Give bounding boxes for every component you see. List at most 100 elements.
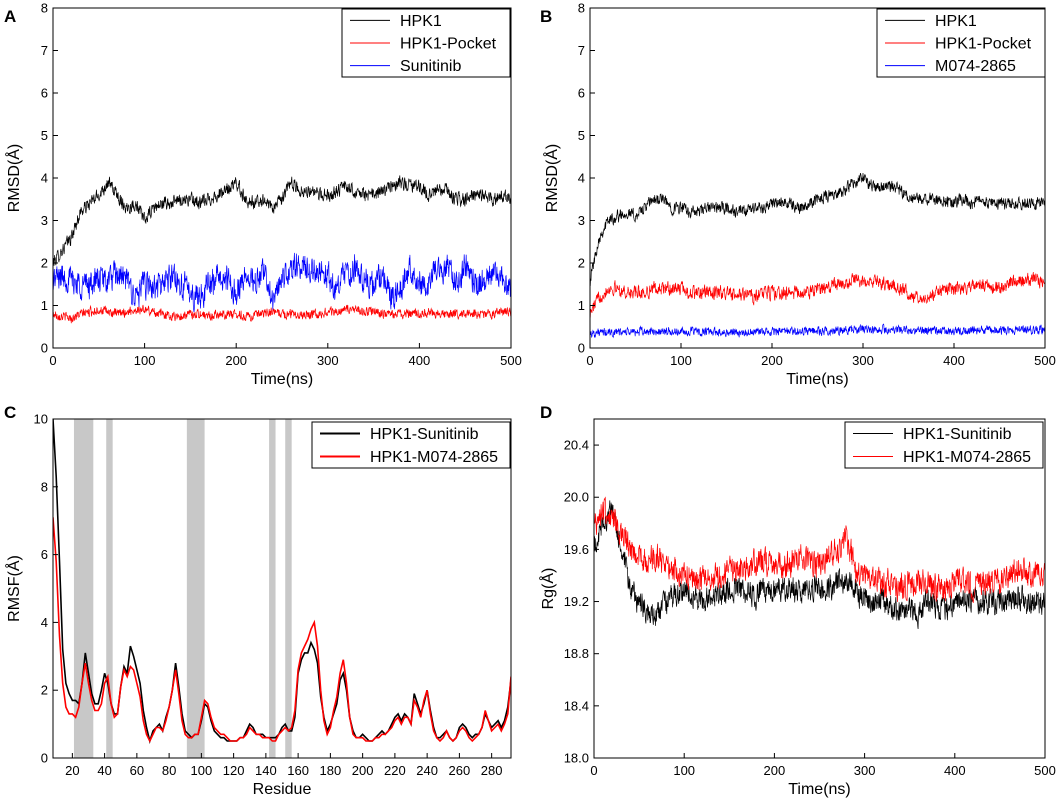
x-axis-title: Time(ns) <box>786 371 849 388</box>
series-line-hpk1-pocket <box>53 304 511 324</box>
series-line-hpk1-sunitinib <box>53 419 511 744</box>
series-line-m074-2865 <box>590 323 1045 339</box>
x-tick-label: 60 <box>130 763 144 778</box>
x-tick-label: 160 <box>287 763 309 778</box>
plot-frame <box>52 418 512 759</box>
y-tick-label: 4 <box>578 171 585 186</box>
x-tick-label: 140 <box>255 763 277 778</box>
plot-frame <box>593 418 1046 759</box>
y-tick-label: 3 <box>578 213 585 228</box>
highlight-band-3 <box>186 419 205 758</box>
y-tick-label: 4 <box>41 171 48 186</box>
x-tick-label: 300 <box>852 353 874 368</box>
y-tick-label: 6 <box>41 86 48 101</box>
x-axis-title: Time(ns) <box>251 371 314 388</box>
series-line-hpk1 <box>590 172 1045 287</box>
y-tick-label: 8 <box>41 1 48 16</box>
series-line-hpk1-pocket <box>590 271 1045 320</box>
x-tick-label: 200 <box>225 353 247 368</box>
y-tick-label: 8 <box>578 1 585 16</box>
legend-box <box>844 421 1044 469</box>
x-tick-label: 500 <box>500 353 522 368</box>
x-axis-title: Time(ns) <box>788 781 851 798</box>
y-tick-label: 7 <box>41 43 48 58</box>
y-tick-label: 2 <box>41 256 48 271</box>
y-tick-label: 19.2 <box>564 594 589 609</box>
x-tick-label: 200 <box>352 763 374 778</box>
x-tick-label: 300 <box>854 763 876 778</box>
x-tick-label: 240 <box>416 763 438 778</box>
series-line-hpk1-sunitinib <box>594 500 1045 630</box>
y-tick-label: 18.8 <box>564 646 589 661</box>
legend: HPK1-Sunitinib HPK1-M074-2865 <box>844 421 1044 469</box>
panel-letter-a: A <box>4 7 16 26</box>
x-axis-title: Residue <box>253 781 312 798</box>
y-tick-label: 2 <box>41 683 48 698</box>
y-tick-label: 18.0 <box>564 751 589 766</box>
legend: HPK1 HPK1-Pocket Sunitinib <box>341 8 511 78</box>
y-tick-label: 1 <box>41 298 48 313</box>
legend-label: HPK1-Sunitinib <box>370 426 479 443</box>
legend-label: HPK1-M074-2865 <box>370 449 498 466</box>
x-tick-label: 180 <box>320 763 342 778</box>
x-tick-label: 400 <box>943 353 965 368</box>
x-tick-label: 260 <box>449 763 471 778</box>
legend-label: Sunitinib <box>400 58 461 75</box>
highlight-band-2 <box>106 419 113 758</box>
panel-letter-c: C <box>4 403 16 422</box>
panel-letter-b: B <box>540 7 552 26</box>
y-axis-title: RMSD(Å) <box>542 144 561 212</box>
y-tick-label: 19.6 <box>564 542 589 557</box>
y-tick-label: 0 <box>578 341 585 356</box>
x-tick-label: 300 <box>317 353 339 368</box>
x-tick-label: 500 <box>1034 763 1056 778</box>
series-line-sunitinib <box>53 252 511 313</box>
x-tick-label: 200 <box>764 763 786 778</box>
highlight-band-4 <box>269 419 276 758</box>
y-tick-label: 6 <box>41 547 48 562</box>
y-tick-label: 20.4 <box>564 438 589 453</box>
y-tick-label: 18.4 <box>564 698 589 713</box>
y-tick-label: 0 <box>41 341 48 356</box>
y-tick-label: 6 <box>578 86 585 101</box>
x-tick-label: 220 <box>384 763 406 778</box>
y-tick-label: 3 <box>41 213 48 228</box>
x-tick-label: 100 <box>191 763 213 778</box>
legend-label: HPK1-M074-2865 <box>903 449 1031 466</box>
legend-label: HPK1-Pocket <box>935 36 1032 53</box>
y-tick-label: 4 <box>41 615 48 630</box>
y-tick-label: 1 <box>578 298 585 313</box>
x-tick-label: 40 <box>97 763 111 778</box>
legend: HPK1 HPK1-Pocket M074-2865 <box>876 8 1046 78</box>
panel-c: C 20 40 60 80 100 120 140 160 180 200 220 240 260 280 0… <box>4 403 512 798</box>
x-tick-label: 0 <box>586 353 593 368</box>
series-line-hpk1-m074-2865 <box>53 517 511 743</box>
x-tick-label: 100 <box>134 353 156 368</box>
x-tick-label: 120 <box>223 763 245 778</box>
y-tick-label: 20.0 <box>564 490 589 505</box>
y-axis-title: Rg(Å) <box>538 568 557 610</box>
x-tick-label: 0 <box>590 763 597 778</box>
x-tick-label: 100 <box>670 353 692 368</box>
legend-box <box>311 421 511 469</box>
y-tick-label: 5 <box>578 128 585 143</box>
legend-label: M074-2865 <box>935 58 1016 75</box>
x-tick-label: 20 <box>65 763 79 778</box>
x-tick-label: 0 <box>49 353 56 368</box>
y-tick-label: 10 <box>34 412 48 427</box>
y-tick-label: 0 <box>41 751 48 766</box>
x-tick-label: 280 <box>481 763 503 778</box>
y-tick-label: 5 <box>41 128 48 143</box>
y-tick-label: 8 <box>41 479 48 494</box>
y-axis-title: RMSF(Å) <box>4 555 23 622</box>
legend-label: HPK1 <box>400 13 442 30</box>
legend-label: HPK1 <box>935 13 977 30</box>
y-axis-title: RMSD(Å) <box>4 144 23 212</box>
x-tick-label: 400 <box>409 353 431 368</box>
y-tick-label: 2 <box>578 256 585 271</box>
panel-b: B 0 100 200 300 400 500 0 1 2 3 4 5 6 7 8 Time(ns) RMSD(Å… <box>540 1 1056 389</box>
x-tick-label: 400 <box>944 763 966 778</box>
legend-label: HPK1-Sunitinib <box>903 426 1012 443</box>
x-tick-label: 500 <box>1034 353 1056 368</box>
